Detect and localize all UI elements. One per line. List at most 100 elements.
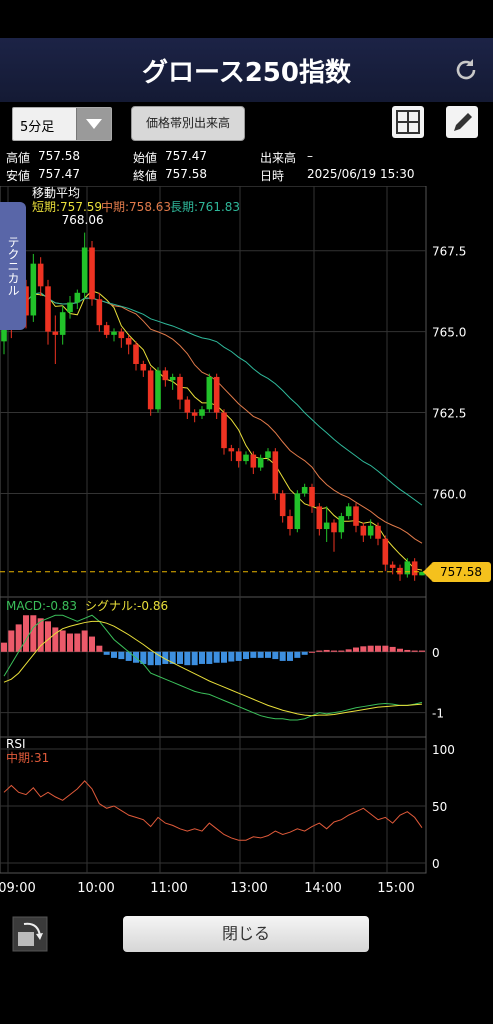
macd-histogram-bar [103, 651, 110, 655]
candle-body [265, 451, 271, 458]
y-tick-label: 0 [432, 857, 440, 871]
page-title: グロース250指数 [142, 58, 351, 88]
macd-histogram-bar [191, 651, 198, 666]
time-label: 日時 [260, 169, 285, 183]
macd-histogram-bar [257, 651, 264, 658]
candle-body [67, 302, 73, 313]
candle-body [103, 325, 110, 335]
macd-histogram-bar [353, 647, 359, 652]
macd-histogram-bar [316, 650, 323, 652]
rsi-legend: 中期:31 [6, 750, 49, 765]
candle-body [37, 263, 44, 287]
macd-histogram-bar [360, 646, 367, 652]
candle-body [331, 522, 337, 533]
macd-histogram-bar [147, 651, 154, 666]
open-label: 始値 [133, 151, 158, 165]
candle-body [184, 399, 191, 413]
macd-histogram-bar [52, 627, 59, 652]
macd-histogram-bar [345, 649, 352, 652]
candle-body [155, 370, 161, 410]
volume-profile-button[interactable]: 価格帯別出来高 [131, 106, 245, 141]
candle-body [375, 525, 381, 539]
candle-body [316, 506, 323, 530]
macd-histogram-bar [287, 651, 293, 661]
macd-histogram-bar [96, 645, 103, 652]
macd-histogram-bar [382, 645, 389, 652]
candle-body [221, 412, 227, 449]
time-value: 2025/06/19 15:30 [307, 167, 415, 181]
macd-line [3, 614, 423, 721]
candle-body [235, 451, 242, 462]
macd-histogram-bar [331, 650, 337, 652]
y-tick-label: 0 [432, 646, 440, 660]
y-tick-label: 765.0 [432, 326, 466, 340]
candle-body [338, 516, 345, 533]
candle-body [309, 486, 315, 507]
candle-body [140, 363, 147, 371]
bottom-bar: 閉じる [0, 900, 493, 1024]
macd-histogram-bar [169, 651, 176, 664]
ma-legend-0: 短期:757.59 [32, 200, 102, 214]
chart-background [0, 186, 493, 900]
refresh-icon[interactable] [452, 56, 480, 84]
candle-body [52, 331, 59, 335]
candle-body [272, 451, 279, 494]
rsi-title: RSI [6, 737, 26, 751]
ma-title: 移動平均 [32, 186, 80, 200]
macd-histogram-bar [338, 650, 345, 652]
interval-value: 5分足 [20, 120, 55, 135]
panel-frame-2 [0, 736, 427, 874]
x-tick-label: 11:00 [150, 881, 187, 896]
candle-body [30, 263, 37, 316]
candle-body [199, 409, 205, 416]
candle-body [89, 247, 95, 300]
chart-canvas[interactable]: 09:00 10:00 11:00 13:00 14:00 15:00 767.5 765.0… [0, 186, 493, 900]
macd-histogram-bar [177, 651, 183, 664]
macd-histogram-bar [37, 618, 44, 652]
toolbar: 5分足 価格帯別出来高 [0, 102, 493, 146]
open-value: 757.47 [165, 149, 207, 163]
macd-histogram-bar [279, 651, 286, 661]
macd-histogram-bar [294, 651, 301, 658]
layout-grid-button[interactable] [392, 106, 424, 138]
candle-body [397, 567, 403, 575]
macd-histogram-bar [235, 651, 242, 661]
candle-body [74, 292, 81, 303]
macd-histogram-bar [1, 642, 7, 652]
macd-histogram-bar [81, 630, 88, 652]
candle-body [360, 525, 367, 536]
x-tick-label: 10:00 [77, 881, 114, 896]
y-tick-label: 762.5 [432, 407, 466, 421]
macd-histogram-bar [228, 651, 235, 662]
ma-legend-2: 長期:761.83 [170, 200, 240, 214]
rotate-screen-icon[interactable] [12, 916, 48, 952]
technical-tab[interactable]: テクニカル [0, 202, 26, 330]
candle-body [81, 247, 88, 293]
candle-body [147, 370, 154, 410]
candle-body [419, 571, 425, 576]
y-tick-label: 760.0 [432, 487, 466, 501]
ma-legend-1: 中期:758.63 [101, 199, 171, 214]
y-tick-label: 50 [432, 800, 447, 814]
interval-select[interactable]: 5分足 [12, 107, 112, 141]
candle-body [169, 376, 176, 381]
candle-body [177, 376, 183, 400]
price-info: 高値 757.58 始値 757.47 出来高 – 安値 757.47 終値 7… [0, 146, 493, 186]
close-label: 終値 [133, 169, 158, 183]
candle-body [191, 412, 198, 416]
high-value: 757.58 [38, 149, 80, 163]
candle-body [133, 344, 139, 364]
low-value: 757.47 [38, 167, 80, 181]
signal-legend: シグナル:-0.86 [85, 599, 168, 613]
candle-body [301, 486, 308, 494]
macd-histogram-bar [15, 624, 22, 652]
draw-button[interactable] [446, 106, 478, 138]
status-bar [0, 0, 493, 38]
macd-histogram-bar [45, 621, 51, 652]
macd-histogram-bar [404, 649, 411, 652]
chevron-down-icon [76, 108, 111, 140]
close-button[interactable]: 閉じる [123, 916, 369, 952]
macd-legend: MACD:-0.83 [6, 599, 77, 613]
candle-body [382, 538, 389, 565]
candle-body [118, 331, 125, 339]
